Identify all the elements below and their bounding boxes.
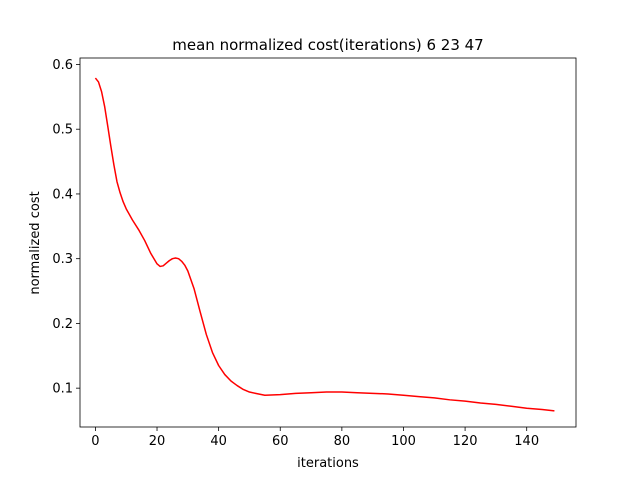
x-tick-label-120: 120 bbox=[453, 434, 478, 449]
y-tick-label-2: 0.3 bbox=[52, 252, 73, 267]
series-line-0 bbox=[94, 77, 555, 412]
y-axis-label: normalized cost bbox=[28, 191, 43, 294]
x-tick-label-40: 40 bbox=[210, 434, 227, 449]
x-tick-label-60: 60 bbox=[272, 434, 289, 449]
x-axis-label: iterations bbox=[297, 456, 359, 471]
y-tick-label-5: 0.6 bbox=[52, 58, 73, 73]
x-tick-label-80: 80 bbox=[334, 434, 351, 449]
x-tick-label-140: 140 bbox=[514, 434, 539, 449]
x-tick-label-0: 0 bbox=[91, 434, 99, 449]
plot-area: 0 20 40 60 80 100 120 140 0.1 0.2 0.3 0.4 0.5 0.6 bbox=[52, 57, 577, 449]
chart-title: mean normalized cost(iterations) 6 23 47 bbox=[172, 36, 483, 54]
x-tick-label-100: 100 bbox=[391, 434, 416, 449]
axes-frame bbox=[79, 57, 577, 428]
y-tick-label-4: 0.5 bbox=[52, 123, 73, 138]
y-tick-label-3: 0.4 bbox=[52, 187, 73, 202]
y-tick-label-0: 0.1 bbox=[52, 382, 73, 397]
x-tick-label-20: 20 bbox=[149, 434, 166, 449]
y-tick-label-1: 0.2 bbox=[52, 317, 73, 332]
